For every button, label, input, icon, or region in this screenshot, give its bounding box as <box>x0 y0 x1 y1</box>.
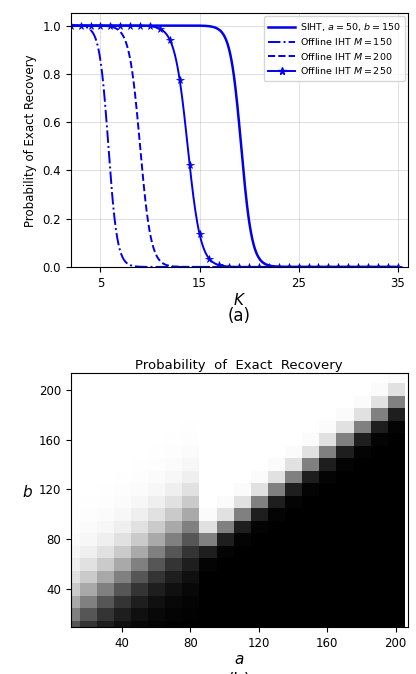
Y-axis label: Probability of Exact Recovery: Probability of Exact Recovery <box>24 54 37 226</box>
Title: Probability  of  Exact  Recovery: Probability of Exact Recovery <box>135 359 343 372</box>
X-axis label: $K$: $K$ <box>233 293 246 309</box>
Text: (a): (a) <box>228 307 251 326</box>
X-axis label: $a$: $a$ <box>234 652 244 667</box>
Y-axis label: $b$: $b$ <box>22 484 33 500</box>
Text: (b): (b) <box>228 673 251 674</box>
Legend: SIHT, $a = 50$, $b = 150$, Offline IHT $M = 150$, Offline IHT $M = 200$, Offline: SIHT, $a = 50$, $b = 150$, Offline IHT $… <box>264 16 405 81</box>
